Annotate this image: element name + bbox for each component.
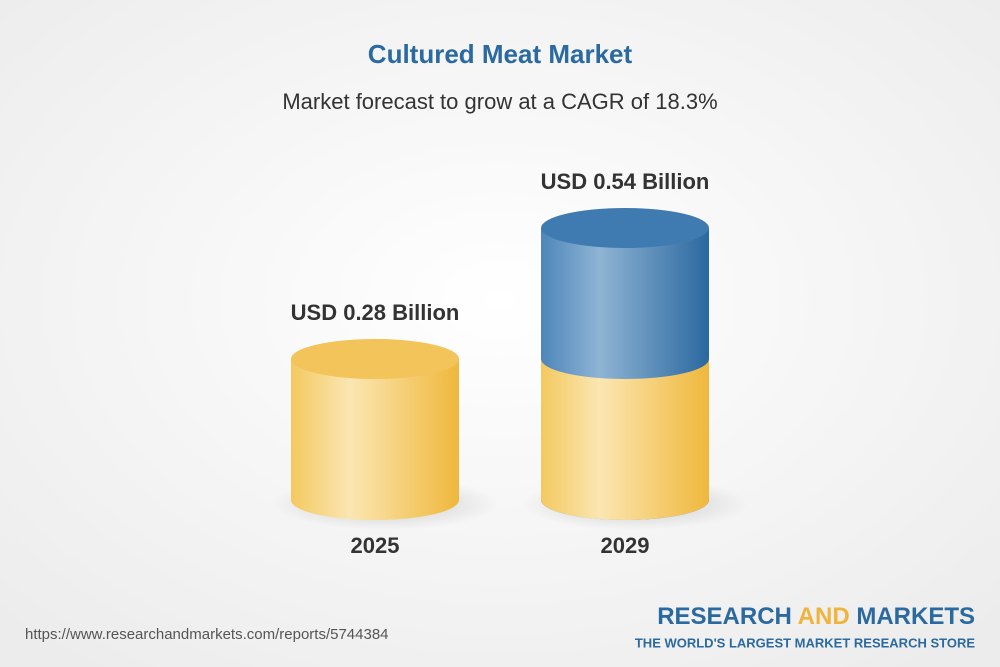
- chart-title: Cultured Meat Market: [368, 39, 633, 69]
- x-tick-label: 2029: [601, 533, 650, 558]
- cylinder-top: [291, 338, 459, 379]
- cylinder: [291, 358, 459, 520]
- brand-word: MARKETS: [856, 603, 975, 630]
- brand-word: RESEARCH: [657, 603, 792, 630]
- brand-tagline: THE WORLD'S LARGEST MARKET RESEARCH STOR…: [635, 635, 975, 650]
- value-label: USD 0.28 Billion: [291, 300, 460, 325]
- base-segment: [541, 358, 709, 520]
- chart-subtitle: Market forecast to grow at a CAGR of 18.…: [282, 89, 717, 114]
- brand-word: AND: [798, 603, 850, 630]
- x-tick-label: 2025: [351, 533, 400, 558]
- brand-logo: RESEARCH AND MARKETS: [657, 603, 975, 630]
- value-label: USD 0.54 Billion: [541, 169, 710, 194]
- cylinder-top: [541, 208, 709, 248]
- source-url: https://www.researchandmarkets.com/repor…: [25, 626, 389, 643]
